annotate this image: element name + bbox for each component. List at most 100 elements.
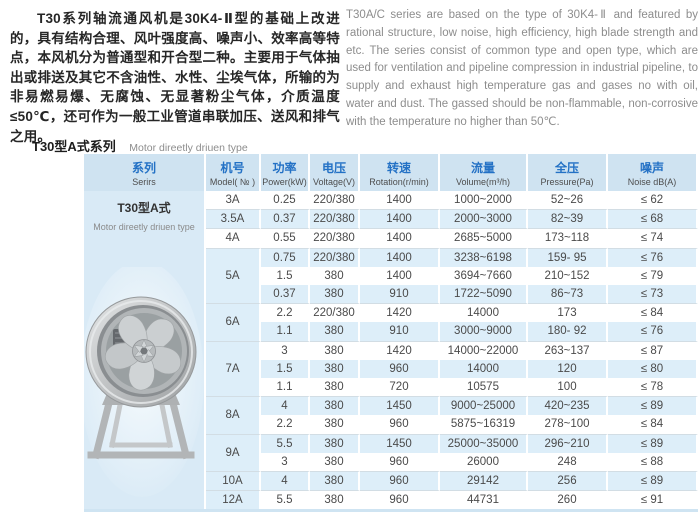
cell-rotation: 1400 bbox=[360, 228, 440, 248]
col-header-model-cn: 机号 bbox=[220, 161, 245, 175]
col-header-model-en: Model( № ) bbox=[209, 177, 256, 187]
cell-noise: ≤ 80 bbox=[608, 359, 698, 379]
cell-model: 6A bbox=[206, 303, 261, 341]
cell-volume: 3000~9000 bbox=[440, 322, 528, 341]
spec-row-8A-2: 2.2 380 960 5875~16319 278~100 ≤ 84 bbox=[84, 415, 698, 434]
cell-voltage: 380 bbox=[310, 490, 360, 510]
fan-hub bbox=[132, 339, 156, 363]
cell-voltage: 220/380 bbox=[310, 303, 360, 323]
cell-pressure: 180- 92 bbox=[528, 322, 608, 341]
col-header-series-cn: 系列 bbox=[131, 161, 156, 175]
cell-power: 1.5 bbox=[261, 266, 310, 286]
col-header-voltage-cn: 电压 bbox=[321, 161, 346, 175]
cell-volume: 14000~22000 bbox=[440, 340, 528, 360]
cell-pressure: 82~39 bbox=[528, 209, 608, 229]
cell-volume: 3238~6198 bbox=[440, 247, 528, 267]
cell-rotation: 1400 bbox=[360, 266, 440, 286]
col-header-voltage-en: Voltage(V) bbox=[312, 177, 356, 187]
cell-noise: ≤ 89 bbox=[608, 433, 698, 453]
cell-rotation: 960 bbox=[360, 471, 440, 491]
cell-voltage: 220/380 bbox=[310, 209, 360, 229]
cell-power: 0.55 bbox=[261, 228, 310, 248]
cell-pressure: 159- 95 bbox=[528, 247, 608, 267]
axial-fan-illustration bbox=[84, 261, 204, 497]
cell-voltage: 380 bbox=[310, 359, 360, 379]
cell-pressure: 248 bbox=[528, 452, 608, 472]
cell-power: 5.5 bbox=[261, 490, 310, 510]
cell-noise: ≤ 84 bbox=[608, 415, 698, 434]
cell-power: 2.2 bbox=[261, 415, 310, 434]
col-header-pressure-cn: 全压 bbox=[554, 161, 579, 175]
cell-power: 3 bbox=[261, 452, 310, 472]
cell-pressure: 86~73 bbox=[528, 285, 608, 304]
col-header-rotation: 转速 Rotation(r/min) bbox=[360, 154, 440, 191]
spec-row-5A-1: 5A 0.75 220/380 1400 3238~6198 159- 95 ≤ 76 bbox=[84, 247, 698, 304]
col-header-power: 功率 Power(kW) bbox=[261, 154, 310, 191]
col-header-rotation-en: Rotation(r/min) bbox=[369, 177, 429, 187]
spec-row-3.5A: 3.5A 0.37 220/380 1400 2000~3000 82~39 ≤ 68 bbox=[84, 209, 698, 229]
col-header-volume: 流量 Volume(m³/h) bbox=[440, 154, 528, 191]
section-title-en: Motor direetly driuen type bbox=[129, 142, 248, 154]
cell-pressure: 263~137 bbox=[528, 340, 608, 360]
col-header-noise-en: Noise dB(A) bbox=[627, 177, 677, 187]
cell-model: 3A bbox=[206, 191, 261, 210]
cell-pressure: 296~210 bbox=[528, 433, 608, 453]
cell-power: 1.5 bbox=[261, 359, 310, 379]
cell-pressure: 260 bbox=[528, 490, 608, 510]
cell-volume: 1722~5090 bbox=[440, 285, 528, 304]
cell-noise: ≤ 62 bbox=[608, 191, 698, 210]
cell-voltage: 380 bbox=[310, 322, 360, 341]
spec-row-5A-2: 1.5 380 1400 3694~7660 210~152 ≤ 79 bbox=[84, 266, 698, 286]
series-name: T30型A式 bbox=[117, 201, 171, 215]
spec-row-8A-1: 8A 4 380 1450 9000~25000 420~235 ≤ 89 bbox=[84, 396, 698, 434]
cell-noise: ≤ 78 bbox=[608, 378, 698, 397]
spec-row-7A-3: 1.1 380 720 10575 100 ≤ 78 bbox=[84, 378, 698, 397]
cell-pressure: 278~100 bbox=[528, 415, 608, 434]
cell-voltage: 380 bbox=[310, 285, 360, 304]
cell-volume: 14000 bbox=[440, 359, 528, 379]
cell-volume: 1000~2000 bbox=[440, 191, 528, 210]
cell-volume: 26000 bbox=[440, 452, 528, 472]
section-title-cn: T30型A式系列 bbox=[32, 139, 116, 154]
cell-rotation: 1400 bbox=[360, 191, 440, 210]
spec-row-7A-2: 1.5 380 960 14000 120 ≤ 80 bbox=[84, 359, 698, 379]
cell-model: 9A bbox=[206, 433, 261, 472]
spec-row-3A: T30型A式 Motor direetly driuen type bbox=[84, 191, 698, 510]
cell-noise: ≤ 84 bbox=[608, 303, 698, 323]
cell-power: 2.2 bbox=[261, 303, 310, 323]
cell-volume: 44731 bbox=[440, 490, 528, 510]
cell-rotation: 960 bbox=[360, 490, 440, 510]
intro-paragraph-english: T30A/C series are based on the type of 3… bbox=[346, 9, 698, 128]
spec-row-4A: 4A 0.55 220/380 1400 2685~5000 173~118 ≤ 74 bbox=[84, 228, 698, 248]
fan-blades bbox=[104, 315, 181, 391]
cell-noise: ≤ 76 bbox=[608, 322, 698, 341]
cell-rotation: 1450 bbox=[360, 433, 440, 453]
cell-noise: ≤ 89 bbox=[608, 396, 698, 416]
spec-row-6A-1: 6A 2.2 220/380 1420 14000 173 ≤ 84 bbox=[84, 303, 698, 341]
cell-volume: 2685~5000 bbox=[440, 228, 528, 248]
cell-rotation: 960 bbox=[360, 415, 440, 434]
cell-voltage: 220/380 bbox=[310, 191, 360, 210]
cell-noise: ≤ 89 bbox=[608, 471, 698, 491]
series-cell-content: T30型A式 Motor direetly driuen type bbox=[84, 199, 204, 497]
spec-row-5A-3: 0.37 380 910 1722~5090 86~73 ≤ 73 bbox=[84, 285, 698, 304]
cell-volume: 10575 bbox=[440, 378, 528, 397]
cell-rotation: 1400 bbox=[360, 209, 440, 229]
cell-rotation: 960 bbox=[360, 452, 440, 472]
col-header-power-cn: 功率 bbox=[272, 161, 297, 175]
cell-volume: 14000 bbox=[440, 303, 528, 323]
cell-volume: 2000~3000 bbox=[440, 209, 528, 229]
cell-voltage: 380 bbox=[310, 471, 360, 491]
col-header-series-en: Serirs bbox=[132, 177, 156, 187]
series-subtitle: Motor direetly driuen type bbox=[93, 222, 195, 233]
cell-voltage: 380 bbox=[310, 415, 360, 434]
col-header-volume-cn: 流量 bbox=[470, 161, 495, 175]
cell-voltage: 380 bbox=[310, 340, 360, 360]
cell-model: 5A bbox=[206, 247, 261, 304]
spec-row-12A: 12A 5.5 380 960 44731 260 ≤ 91 bbox=[84, 490, 698, 510]
cell-noise: ≤ 68 bbox=[608, 209, 698, 229]
col-header-series: 系列 Serirs bbox=[84, 154, 206, 191]
cell-rotation: 910 bbox=[360, 285, 440, 304]
series-cell: T30型A式 Motor direetly driuen type bbox=[84, 191, 206, 510]
cell-pressure: 420~235 bbox=[528, 396, 608, 416]
